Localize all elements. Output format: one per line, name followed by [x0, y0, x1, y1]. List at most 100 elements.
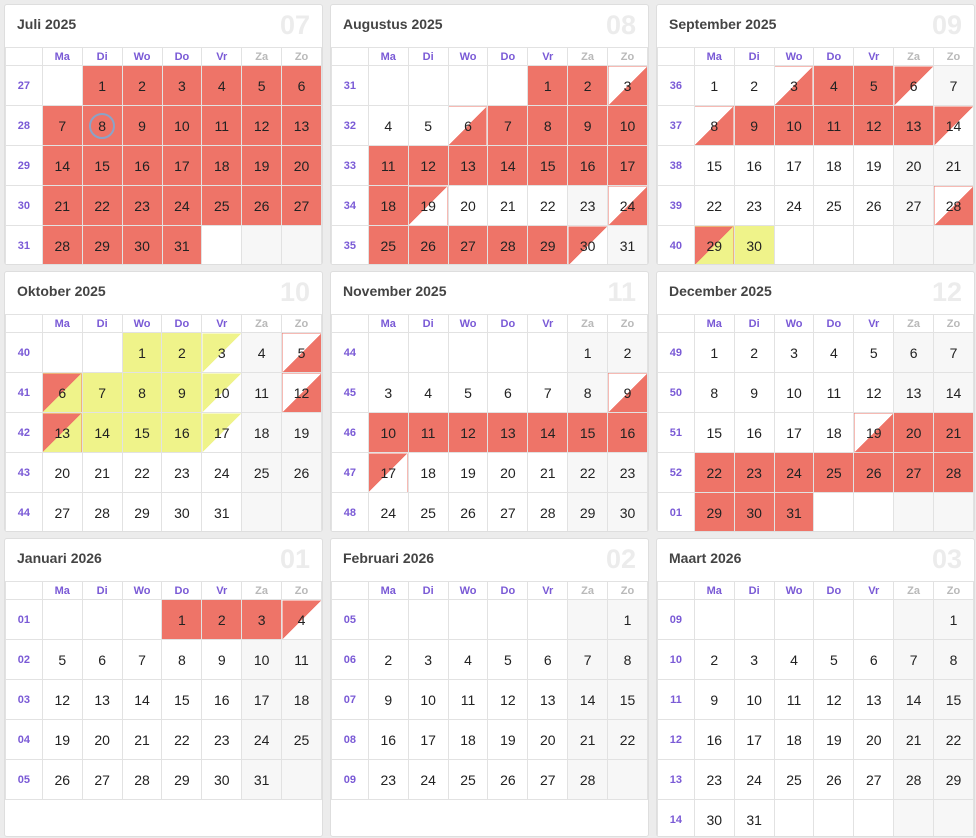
day-cell[interactable]: 9 — [161, 372, 203, 413]
day-cell[interactable]: 24 — [607, 185, 648, 226]
day-cell[interactable]: 16 — [161, 412, 203, 453]
day-cell[interactable]: 17 — [773, 145, 815, 186]
day-cell[interactable]: 8 — [81, 105, 123, 146]
day-cell[interactable]: 26 — [813, 759, 855, 800]
day-cell[interactable]: 29 — [567, 492, 609, 531]
day-cell[interactable]: 4 — [407, 372, 449, 413]
day-cell[interactable]: 13 — [447, 145, 489, 186]
day-cell[interactable]: 19 — [853, 412, 895, 453]
day-cell[interactable]: 26 — [447, 492, 489, 531]
day-cell[interactable]: 29 — [527, 225, 569, 264]
day-cell[interactable]: 3 — [607, 65, 648, 106]
day-cell[interactable]: 25 — [773, 759, 815, 800]
day-cell[interactable]: 13 — [81, 679, 123, 720]
day-cell[interactable]: 29 — [693, 225, 735, 264]
day-cell[interactable]: 9 — [607, 372, 648, 413]
day-cell[interactable]: 1 — [933, 599, 974, 640]
day-cell[interactable]: 10 — [407, 679, 449, 720]
day-cell[interactable]: 25 — [813, 452, 855, 493]
day-cell[interactable]: 1 — [161, 599, 203, 640]
day-cell[interactable]: 13 — [487, 412, 529, 453]
day-cell[interactable]: 8 — [933, 639, 974, 680]
day-cell[interactable]: 13 — [893, 372, 935, 413]
day-cell[interactable]: 20 — [487, 452, 529, 493]
day-cell[interactable]: 19 — [241, 145, 283, 186]
day-cell[interactable]: 5 — [281, 332, 322, 373]
day-cell[interactable]: 8 — [161, 639, 203, 680]
day-cell[interactable]: 3 — [367, 372, 409, 413]
day-cell[interactable]: 4 — [447, 639, 489, 680]
day-cell[interactable]: 20 — [853, 719, 895, 760]
day-cell[interactable]: 6 — [281, 65, 322, 106]
day-cell[interactable]: 31 — [161, 225, 203, 264]
day-cell[interactable]: 28 — [487, 225, 529, 264]
day-cell[interactable]: 31 — [607, 225, 648, 264]
day-cell[interactable]: 18 — [813, 412, 855, 453]
day-cell[interactable]: 18 — [813, 145, 855, 186]
day-cell[interactable]: 17 — [241, 679, 283, 720]
day-cell[interactable]: 4 — [813, 332, 855, 373]
day-cell[interactable]: 22 — [527, 185, 569, 226]
day-cell[interactable]: 31 — [201, 492, 243, 531]
day-cell[interactable]: 27 — [893, 452, 935, 493]
day-cell[interactable]: 22 — [607, 719, 648, 760]
day-cell[interactable]: 28 — [121, 759, 163, 800]
day-cell[interactable]: 3 — [201, 332, 243, 373]
day-cell[interactable]: 10 — [161, 105, 203, 146]
day-cell[interactable]: 28 — [933, 185, 974, 226]
day-cell[interactable]: 23 — [733, 452, 775, 493]
day-cell[interactable]: 27 — [281, 185, 322, 226]
day-cell[interactable]: 1 — [81, 65, 123, 106]
day-cell[interactable]: 30 — [733, 225, 775, 264]
day-cell[interactable]: 30 — [567, 225, 609, 264]
day-cell[interactable]: 26 — [853, 452, 895, 493]
day-cell[interactable]: 1 — [693, 65, 735, 106]
day-cell[interactable]: 24 — [773, 185, 815, 226]
day-cell[interactable]: 2 — [733, 65, 775, 106]
day-cell[interactable]: 7 — [933, 65, 974, 106]
day-cell[interactable]: 15 — [607, 679, 648, 720]
day-cell[interactable]: 24 — [201, 452, 243, 493]
day-cell[interactable]: 26 — [41, 759, 83, 800]
day-cell[interactable]: 21 — [527, 452, 569, 493]
day-cell[interactable]: 11 — [281, 639, 322, 680]
day-cell[interactable]: 6 — [447, 105, 489, 146]
day-cell[interactable]: 20 — [447, 185, 489, 226]
day-cell[interactable]: 2 — [201, 599, 243, 640]
day-cell[interactable]: 27 — [447, 225, 489, 264]
day-cell[interactable]: 20 — [81, 719, 123, 760]
day-cell[interactable]: 4 — [241, 332, 283, 373]
day-cell[interactable]: 23 — [693, 759, 735, 800]
day-cell[interactable]: 28 — [567, 759, 609, 800]
day-cell[interactable]: 6 — [893, 332, 935, 373]
day-cell[interactable]: 6 — [893, 65, 935, 106]
day-cell[interactable]: 4 — [773, 639, 815, 680]
day-cell[interactable]: 15 — [81, 145, 123, 186]
day-cell[interactable]: 8 — [567, 372, 609, 413]
day-cell[interactable]: 28 — [893, 759, 935, 800]
day-cell[interactable]: 1 — [693, 332, 735, 373]
day-cell[interactable]: 3 — [161, 65, 203, 106]
day-cell[interactable]: 6 — [853, 639, 895, 680]
day-cell[interactable]: 4 — [281, 599, 322, 640]
day-cell[interactable]: 17 — [201, 412, 243, 453]
day-cell[interactable]: 13 — [893, 105, 935, 146]
day-cell[interactable]: 20 — [281, 145, 322, 186]
day-cell[interactable]: 2 — [733, 332, 775, 373]
day-cell[interactable]: 12 — [487, 679, 529, 720]
day-cell[interactable]: 1 — [121, 332, 163, 373]
day-cell[interactable]: 7 — [933, 332, 974, 373]
day-cell[interactable]: 18 — [201, 145, 243, 186]
day-cell[interactable]: 10 — [733, 679, 775, 720]
day-cell[interactable]: 24 — [241, 719, 283, 760]
day-cell[interactable]: 5 — [813, 639, 855, 680]
day-cell[interactable]: 23 — [367, 759, 409, 800]
day-cell[interactable]: 23 — [607, 452, 648, 493]
day-cell[interactable]: 21 — [933, 145, 974, 186]
day-cell[interactable]: 5 — [447, 372, 489, 413]
day-cell[interactable]: 24 — [733, 759, 775, 800]
day-cell[interactable]: 10 — [607, 105, 648, 146]
day-cell[interactable]: 28 — [81, 492, 123, 531]
day-cell[interactable]: 27 — [487, 492, 529, 531]
day-cell[interactable]: 19 — [281, 412, 322, 453]
